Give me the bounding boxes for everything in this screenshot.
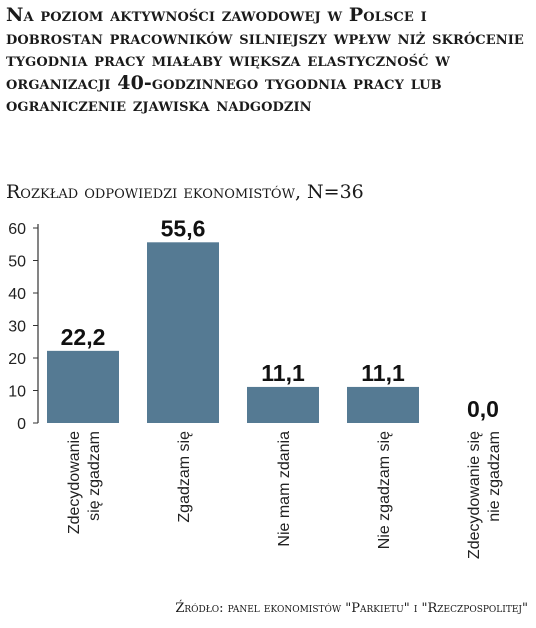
value-labels: 22,2 55,6 11,1 11,1 0,0 xyxy=(61,215,499,422)
y-tick-label: 50 xyxy=(8,254,26,271)
x-tick-label-line: Zdecydowanie się xyxy=(466,431,483,559)
x-tick-label: Nie mam zdania xyxy=(276,431,293,547)
y-tick-label: 20 xyxy=(8,351,26,368)
chart-title: Na poziom aktywności zawodowej w Polsce … xyxy=(6,4,524,116)
y-axis: 0 10 20 30 40 50 60 xyxy=(8,221,39,433)
value-label: 22,2 xyxy=(61,324,106,350)
value-label: 11,1 xyxy=(361,360,405,386)
y-tick-label: 60 xyxy=(8,221,26,238)
bar xyxy=(47,350,119,423)
x-tick-label: Zdecydowanie się zgadzam xyxy=(66,431,103,534)
x-tick-label-line: nie zgadzam xyxy=(486,431,503,522)
chart-subtitle: Rozkład odpowiedzi ekonomistów, N=36 xyxy=(6,181,364,203)
source-note: Źródło: panel ekonomistów "Parkietu" i "… xyxy=(175,601,528,616)
y-tick-label: 0 xyxy=(17,416,26,433)
x-tick-label: Zdecydowanie się nie zgadzam xyxy=(466,431,503,559)
x-tick-label-line: Nie mam zdania xyxy=(276,431,293,547)
x-axis-labels: Zdecydowanie się zgadzam Zgadzam się Nie ma… xyxy=(66,431,503,559)
x-tick-label-line: się zgadzam xyxy=(86,431,103,521)
bar xyxy=(147,242,219,423)
value-label: 11,1 xyxy=(261,360,305,386)
value-label: 0,0 xyxy=(467,396,499,422)
y-tick-label: 30 xyxy=(8,319,26,336)
x-tick-label-line: Nie zgadzam się xyxy=(376,431,393,549)
bar xyxy=(247,386,319,423)
x-tick-label-line: Zdecydowanie xyxy=(66,431,83,534)
value-label: 55,6 xyxy=(161,215,206,241)
bars xyxy=(47,242,419,423)
y-tick-label: 40 xyxy=(8,286,26,303)
x-tick-label-line: Zgadzam się xyxy=(176,431,193,523)
bar xyxy=(347,386,419,423)
x-tick-label: Zgadzam się xyxy=(176,431,193,523)
x-tick-label: Nie zgadzam się xyxy=(376,431,393,549)
bar-chart: 0 10 20 30 40 50 60 22,2 55,6 11,1 11,1 0,0 Zdecyd… xyxy=(8,215,503,559)
y-tick-label: 10 xyxy=(8,384,26,401)
